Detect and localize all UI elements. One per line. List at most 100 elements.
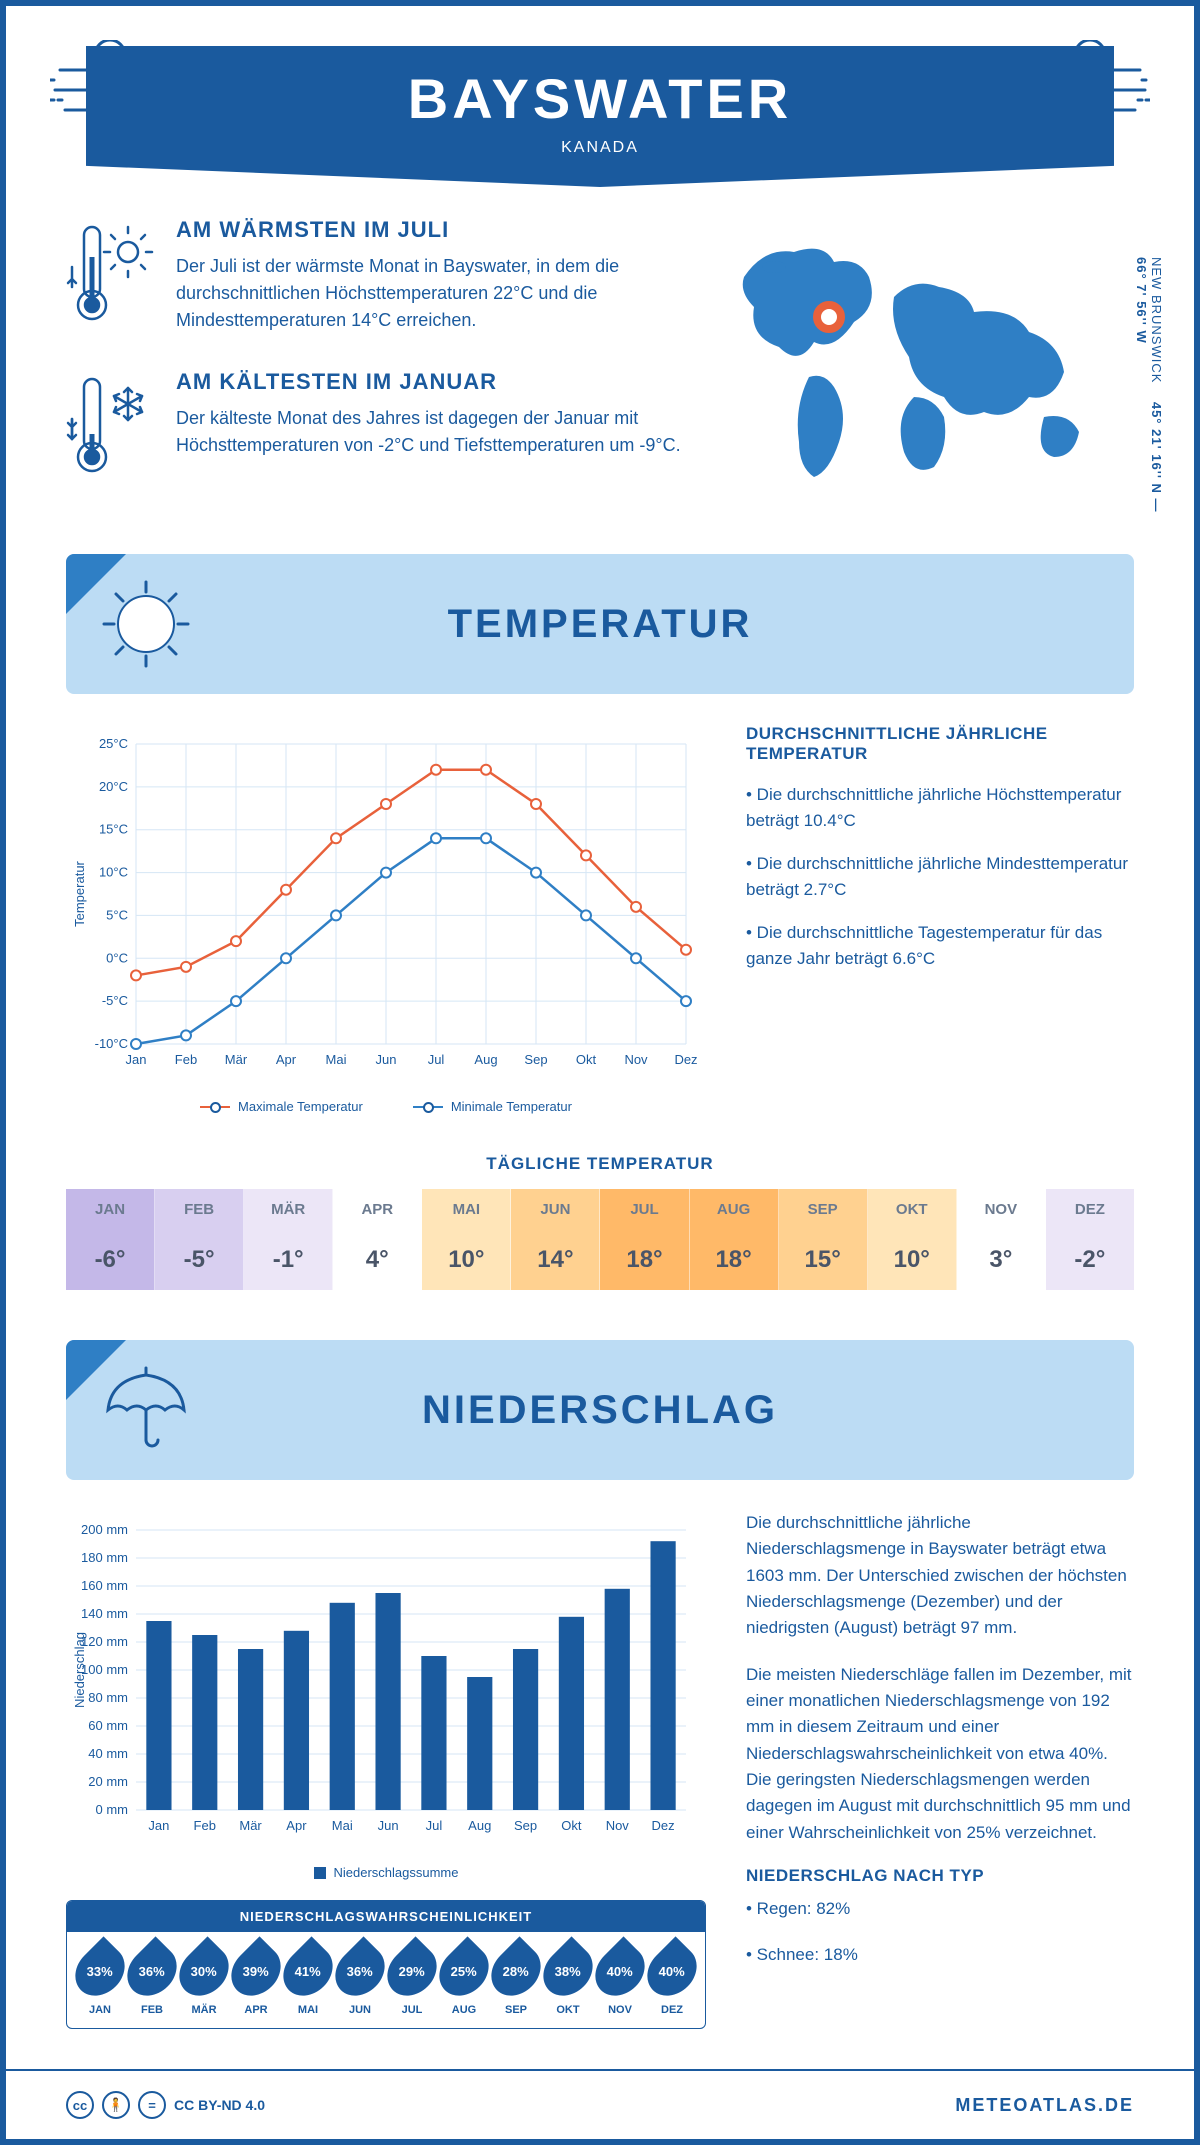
svg-text:Aug: Aug <box>468 1818 491 1833</box>
temp-legend: Maximale Temperatur Minimale Temperatur <box>66 1099 706 1114</box>
svg-text:Niederschlag: Niederschlag <box>72 1632 87 1708</box>
temperature-chart: -10°C-5°C0°C5°C10°C15°C20°C25°CJanFebMär… <box>66 724 706 1114</box>
nd-icon: = <box>138 2091 166 2119</box>
svg-text:Nov: Nov <box>624 1052 648 1067</box>
svg-text:Feb: Feb <box>175 1052 197 1067</box>
sun-icon <box>96 574 196 674</box>
coldest-block: AM KÄLTESTEN IM JANUAR Der kälteste Mona… <box>66 369 684 479</box>
svg-text:80 mm: 80 mm <box>88 1690 128 1705</box>
license: cc 🧍 = CC BY-ND 4.0 <box>66 2091 265 2119</box>
coordinates: NEW BRUNSWICK 45° 21' 16'' N — 66° 7' 56… <box>1134 257 1164 514</box>
probability-cell: 36%JUN <box>335 1944 385 2016</box>
probability-cell: 28%SEP <box>491 1944 541 2016</box>
precipitation-chart: 0 mm 20 mm 40 mm 60 mm 80 mm 100 mm 120 mm 140 … <box>66 1510 706 1850</box>
intro-section: AM WÄRMSTEN IM JULI Der Juli ist der wär… <box>66 217 1134 514</box>
probability-cell: 29%JUL <box>387 1944 437 2016</box>
daily-cell: APR4° <box>333 1189 422 1290</box>
daily-cell: SEP15° <box>779 1189 868 1290</box>
warmest-text: Der Juli ist der wärmste Monat in Bayswa… <box>176 253 684 334</box>
warmest-block: AM WÄRMSTEN IM JULI Der Juli ist der wär… <box>66 217 684 334</box>
svg-text:Dez: Dez <box>674 1052 697 1067</box>
probability-cell: 33%JAN <box>75 1944 125 2016</box>
svg-text:Feb: Feb <box>194 1818 216 1833</box>
daily-cell: OKT10° <box>868 1189 957 1290</box>
daily-cell: MÄR-1° <box>244 1189 333 1290</box>
daily-cell: NOV3° <box>957 1189 1046 1290</box>
svg-text:Jul: Jul <box>428 1052 445 1067</box>
svg-text:-10°C: -10°C <box>95 1036 128 1051</box>
svg-text:Jun: Jun <box>378 1818 399 1833</box>
city-title: BAYSWATER <box>86 66 1114 131</box>
probability-cell: 30%MÄR <box>179 1944 229 2016</box>
probability-cell: 36%FEB <box>127 1944 177 2016</box>
svg-text:Apr: Apr <box>286 1818 307 1833</box>
coldest-title: AM KÄLTESTEN IM JANUAR <box>176 369 684 395</box>
precipitation-heading: NIEDERSCHLAG <box>226 1388 974 1433</box>
probability-cell: 25%AUG <box>439 1944 489 2016</box>
brand-label: METEOATLAS.DE <box>955 2095 1134 2116</box>
probability-cell: 39%APR <box>231 1944 281 2016</box>
svg-text:Jun: Jun <box>376 1052 397 1067</box>
svg-text:0 mm: 0 mm <box>96 1802 129 1817</box>
svg-text:Sep: Sep <box>514 1818 537 1833</box>
svg-text:20 mm: 20 mm <box>88 1774 128 1789</box>
daily-cell: FEB-5° <box>155 1189 244 1290</box>
svg-text:200 mm: 200 mm <box>81 1522 128 1537</box>
svg-text:25°C: 25°C <box>99 736 128 751</box>
svg-text:120 mm: 120 mm <box>81 1634 128 1649</box>
svg-text:Apr: Apr <box>276 1052 297 1067</box>
daily-temp-grid: JAN-6°FEB-5°MÄR-1°APR4°MAI10°JUN14°JUL18… <box>66 1189 1134 1290</box>
svg-text:100 mm: 100 mm <box>81 1662 128 1677</box>
precipitation-summary: Die durchschnittliche jährliche Niedersc… <box>746 1510 1134 2029</box>
svg-text:Jan: Jan <box>126 1052 147 1067</box>
svg-text:Mär: Mär <box>239 1818 262 1833</box>
probability-cell: 38%OKT <box>543 1944 593 2016</box>
page-frame: BAYSWATER KANADA AM WÄRMSTEN IM JULI Der… <box>0 0 1200 2145</box>
by-icon: 🧍 <box>102 2091 130 2119</box>
svg-text:160 mm: 160 mm <box>81 1578 128 1593</box>
header-banner: BAYSWATER KANADA <box>86 46 1114 187</box>
svg-text:60 mm: 60 mm <box>88 1718 128 1733</box>
svg-text:Nov: Nov <box>606 1818 630 1833</box>
svg-text:Temperatur: Temperatur <box>72 860 87 926</box>
map-area: NEW BRUNSWICK 45° 21' 16'' N — 66° 7' 56… <box>714 217 1134 514</box>
svg-text:Aug: Aug <box>474 1052 497 1067</box>
svg-text:20°C: 20°C <box>99 779 128 794</box>
svg-text:15°C: 15°C <box>99 822 128 837</box>
svg-text:10°C: 10°C <box>99 865 128 880</box>
daily-cell: JAN-6° <box>66 1189 155 1290</box>
svg-text:Sep: Sep <box>524 1052 547 1067</box>
country-subtitle: KANADA <box>86 139 1114 157</box>
svg-text:Jan: Jan <box>148 1818 169 1833</box>
probability-cell: 41%MAI <box>283 1944 333 2016</box>
thermometer-hot-icon <box>66 217 156 327</box>
svg-text:5°C: 5°C <box>106 907 128 922</box>
svg-text:Okt: Okt <box>576 1052 597 1067</box>
svg-text:Jul: Jul <box>426 1818 443 1833</box>
svg-text:180 mm: 180 mm <box>81 1550 128 1565</box>
daily-cell: JUN14° <box>511 1189 600 1290</box>
svg-text:Okt: Okt <box>561 1818 582 1833</box>
daily-temp-title: TÄGLICHE TEMPERATUR <box>66 1154 1134 1174</box>
svg-text:0°C: 0°C <box>106 950 128 965</box>
temperature-banner: TEMPERATUR <box>66 554 1134 694</box>
daily-cell: AUG18° <box>690 1189 779 1290</box>
temperature-summary: DURCHSCHNITTLICHE JÄHRLICHE TEMPERATUR •… <box>746 724 1134 1114</box>
svg-text:Mai: Mai <box>332 1818 353 1833</box>
probability-cell: 40%DEZ <box>647 1944 697 2016</box>
cc-icon: cc <box>66 2091 94 2119</box>
daily-cell: MAI10° <box>422 1189 511 1290</box>
temperature-heading: TEMPERATUR <box>226 602 974 647</box>
probability-cell: 40%NOV <box>595 1944 645 2016</box>
precip-legend: Niederschlagssumme <box>66 1865 706 1880</box>
precipitation-probability-box: NIEDERSCHLAGSWAHRSCHEINLICHKEIT 33%JAN36… <box>66 1900 706 2029</box>
umbrella-icon <box>96 1360 196 1460</box>
thermometer-cold-icon <box>66 369 156 479</box>
daily-cell: JUL18° <box>600 1189 689 1290</box>
coldest-text: Der kälteste Monat des Jahres ist dagege… <box>176 405 684 459</box>
svg-text:40 mm: 40 mm <box>88 1746 128 1761</box>
svg-text:-5°C: -5°C <box>102 993 128 1008</box>
svg-text:Dez: Dez <box>652 1818 675 1833</box>
svg-text:140 mm: 140 mm <box>81 1606 128 1621</box>
daily-cell: DEZ-2° <box>1046 1189 1134 1290</box>
